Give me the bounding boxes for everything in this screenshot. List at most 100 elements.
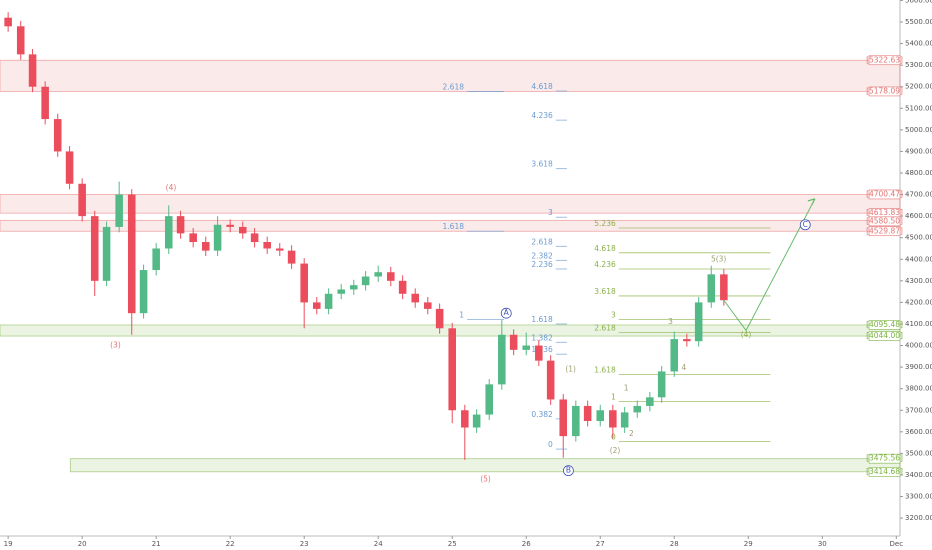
candle-body — [152, 248, 160, 271]
candle-body — [583, 405, 592, 422]
fib-label: 1 — [459, 311, 464, 320]
wave-circle — [500, 307, 512, 319]
candle-body — [435, 308, 444, 329]
candle-body — [90, 216, 99, 281]
candle-body — [670, 339, 679, 372]
fib-label: 1.618 — [443, 222, 465, 231]
candle-body — [683, 339, 691, 342]
fib-label: 3 — [611, 311, 616, 320]
candle-body — [102, 226, 111, 281]
zone-label: [4613.83] — [866, 208, 903, 217]
projection — [723, 198, 816, 332]
candle-body — [694, 302, 703, 342]
candle-body — [53, 119, 62, 152]
zone-label: [3414.68] — [866, 467, 903, 476]
wave-label: A — [504, 308, 510, 317]
fib-label: 4.236 — [594, 260, 616, 269]
fib-label: 2.618 — [443, 82, 465, 91]
zone-label-box — [868, 320, 901, 330]
y-tick-label: 3400.00 — [905, 471, 932, 479]
zone-label: [4044.00] — [866, 331, 903, 340]
zone-label: [4529.87] — [866, 226, 903, 235]
projection-arrow — [807, 198, 816, 206]
y-tick-label: 4500.00 — [905, 234, 932, 242]
x-tick-label: 21 — [152, 540, 161, 548]
zone-label-box — [868, 86, 901, 97]
candle-body — [164, 216, 173, 249]
candle-body — [176, 216, 185, 234]
zone-label: [3475.56] — [866, 454, 903, 463]
candle-body — [300, 263, 308, 303]
candle-body — [559, 399, 568, 437]
fib-label: 4.618 — [594, 244, 616, 253]
candle-body — [263, 242, 271, 249]
candle-body — [461, 410, 469, 428]
candle-body — [324, 293, 333, 309]
candle-body — [374, 272, 382, 277]
wave-label: (5) — [480, 474, 491, 483]
fib-label: 4.618 — [531, 82, 553, 91]
y-tick-label: 5000.00 — [905, 126, 932, 134]
wave-label: C — [803, 220, 808, 229]
y-tick-label: 3500.00 — [905, 449, 932, 457]
y-tick-label: 5600.00 — [905, 0, 932, 4]
wave-circle — [563, 465, 574, 477]
candle-body — [424, 302, 432, 309]
candle-body — [546, 360, 555, 400]
candle-body — [572, 405, 580, 437]
zone-label: [4700.47] — [866, 189, 903, 198]
candle-body — [238, 226, 247, 234]
zone-label-box — [868, 189, 901, 200]
x-tick-label: 30 — [818, 540, 827, 548]
fib-label: 1.618 — [594, 366, 616, 375]
y-tick-label: 3600.00 — [905, 428, 932, 436]
fib-label: 2.618 — [594, 324, 616, 333]
candle-body — [28, 54, 37, 87]
y-tick-label: 4600.00 — [905, 212, 932, 220]
x-tick-label: 23 — [300, 540, 309, 548]
candle-body — [720, 274, 728, 301]
wave-label: (1) — [565, 364, 576, 373]
y-tick-label: 4000.00 — [905, 342, 932, 350]
candle-body — [213, 224, 222, 251]
wave-label: 4 — [681, 363, 686, 372]
y-tick-label: 3800.00 — [905, 385, 932, 393]
y-tick-label: 3700.00 — [905, 406, 932, 414]
candle-body — [448, 328, 456, 411]
x-tick-label: 20 — [78, 540, 87, 548]
candle-body — [350, 285, 358, 290]
candle-body — [535, 345, 543, 361]
candle-body — [287, 250, 296, 264]
y-tick-label: 3300.00 — [905, 493, 932, 501]
zone-label-box — [868, 216, 901, 227]
candle-body — [201, 242, 210, 251]
wave-label: (3) — [110, 341, 121, 350]
candle-body — [485, 384, 494, 415]
y-tick-label: 3900.00 — [905, 363, 932, 371]
candle-body — [226, 224, 234, 227]
x-tick-label: 22 — [226, 540, 235, 548]
fib-label: 1.618 — [531, 315, 553, 324]
wave-label: 2 — [629, 429, 634, 438]
zone-label-box — [868, 466, 901, 477]
y-tick-label: 5100.00 — [905, 104, 932, 112]
wave-label: 5(3) — [711, 254, 726, 263]
zone-label: [4580.50] — [866, 216, 903, 225]
x-tick-label: 28 — [670, 540, 679, 548]
candle-body — [646, 397, 654, 406]
candle-body — [337, 289, 345, 294]
fib-label: 3.618 — [594, 287, 616, 296]
candle-body — [65, 151, 74, 184]
candle-body — [313, 302, 321, 309]
fib-label: 2.618 — [531, 237, 553, 246]
candle-body — [498, 334, 506, 385]
x-tick-label: 24 — [374, 540, 383, 548]
candle-body — [411, 293, 419, 303]
y-tick-label: 3200.00 — [905, 514, 932, 522]
wave-label: 3 — [668, 317, 673, 326]
wave-label: 1 — [624, 384, 629, 393]
y-tick-label: 5200.00 — [905, 83, 932, 91]
y-tick-label: 4100.00 — [905, 320, 932, 328]
zone — [69, 458, 901, 473]
